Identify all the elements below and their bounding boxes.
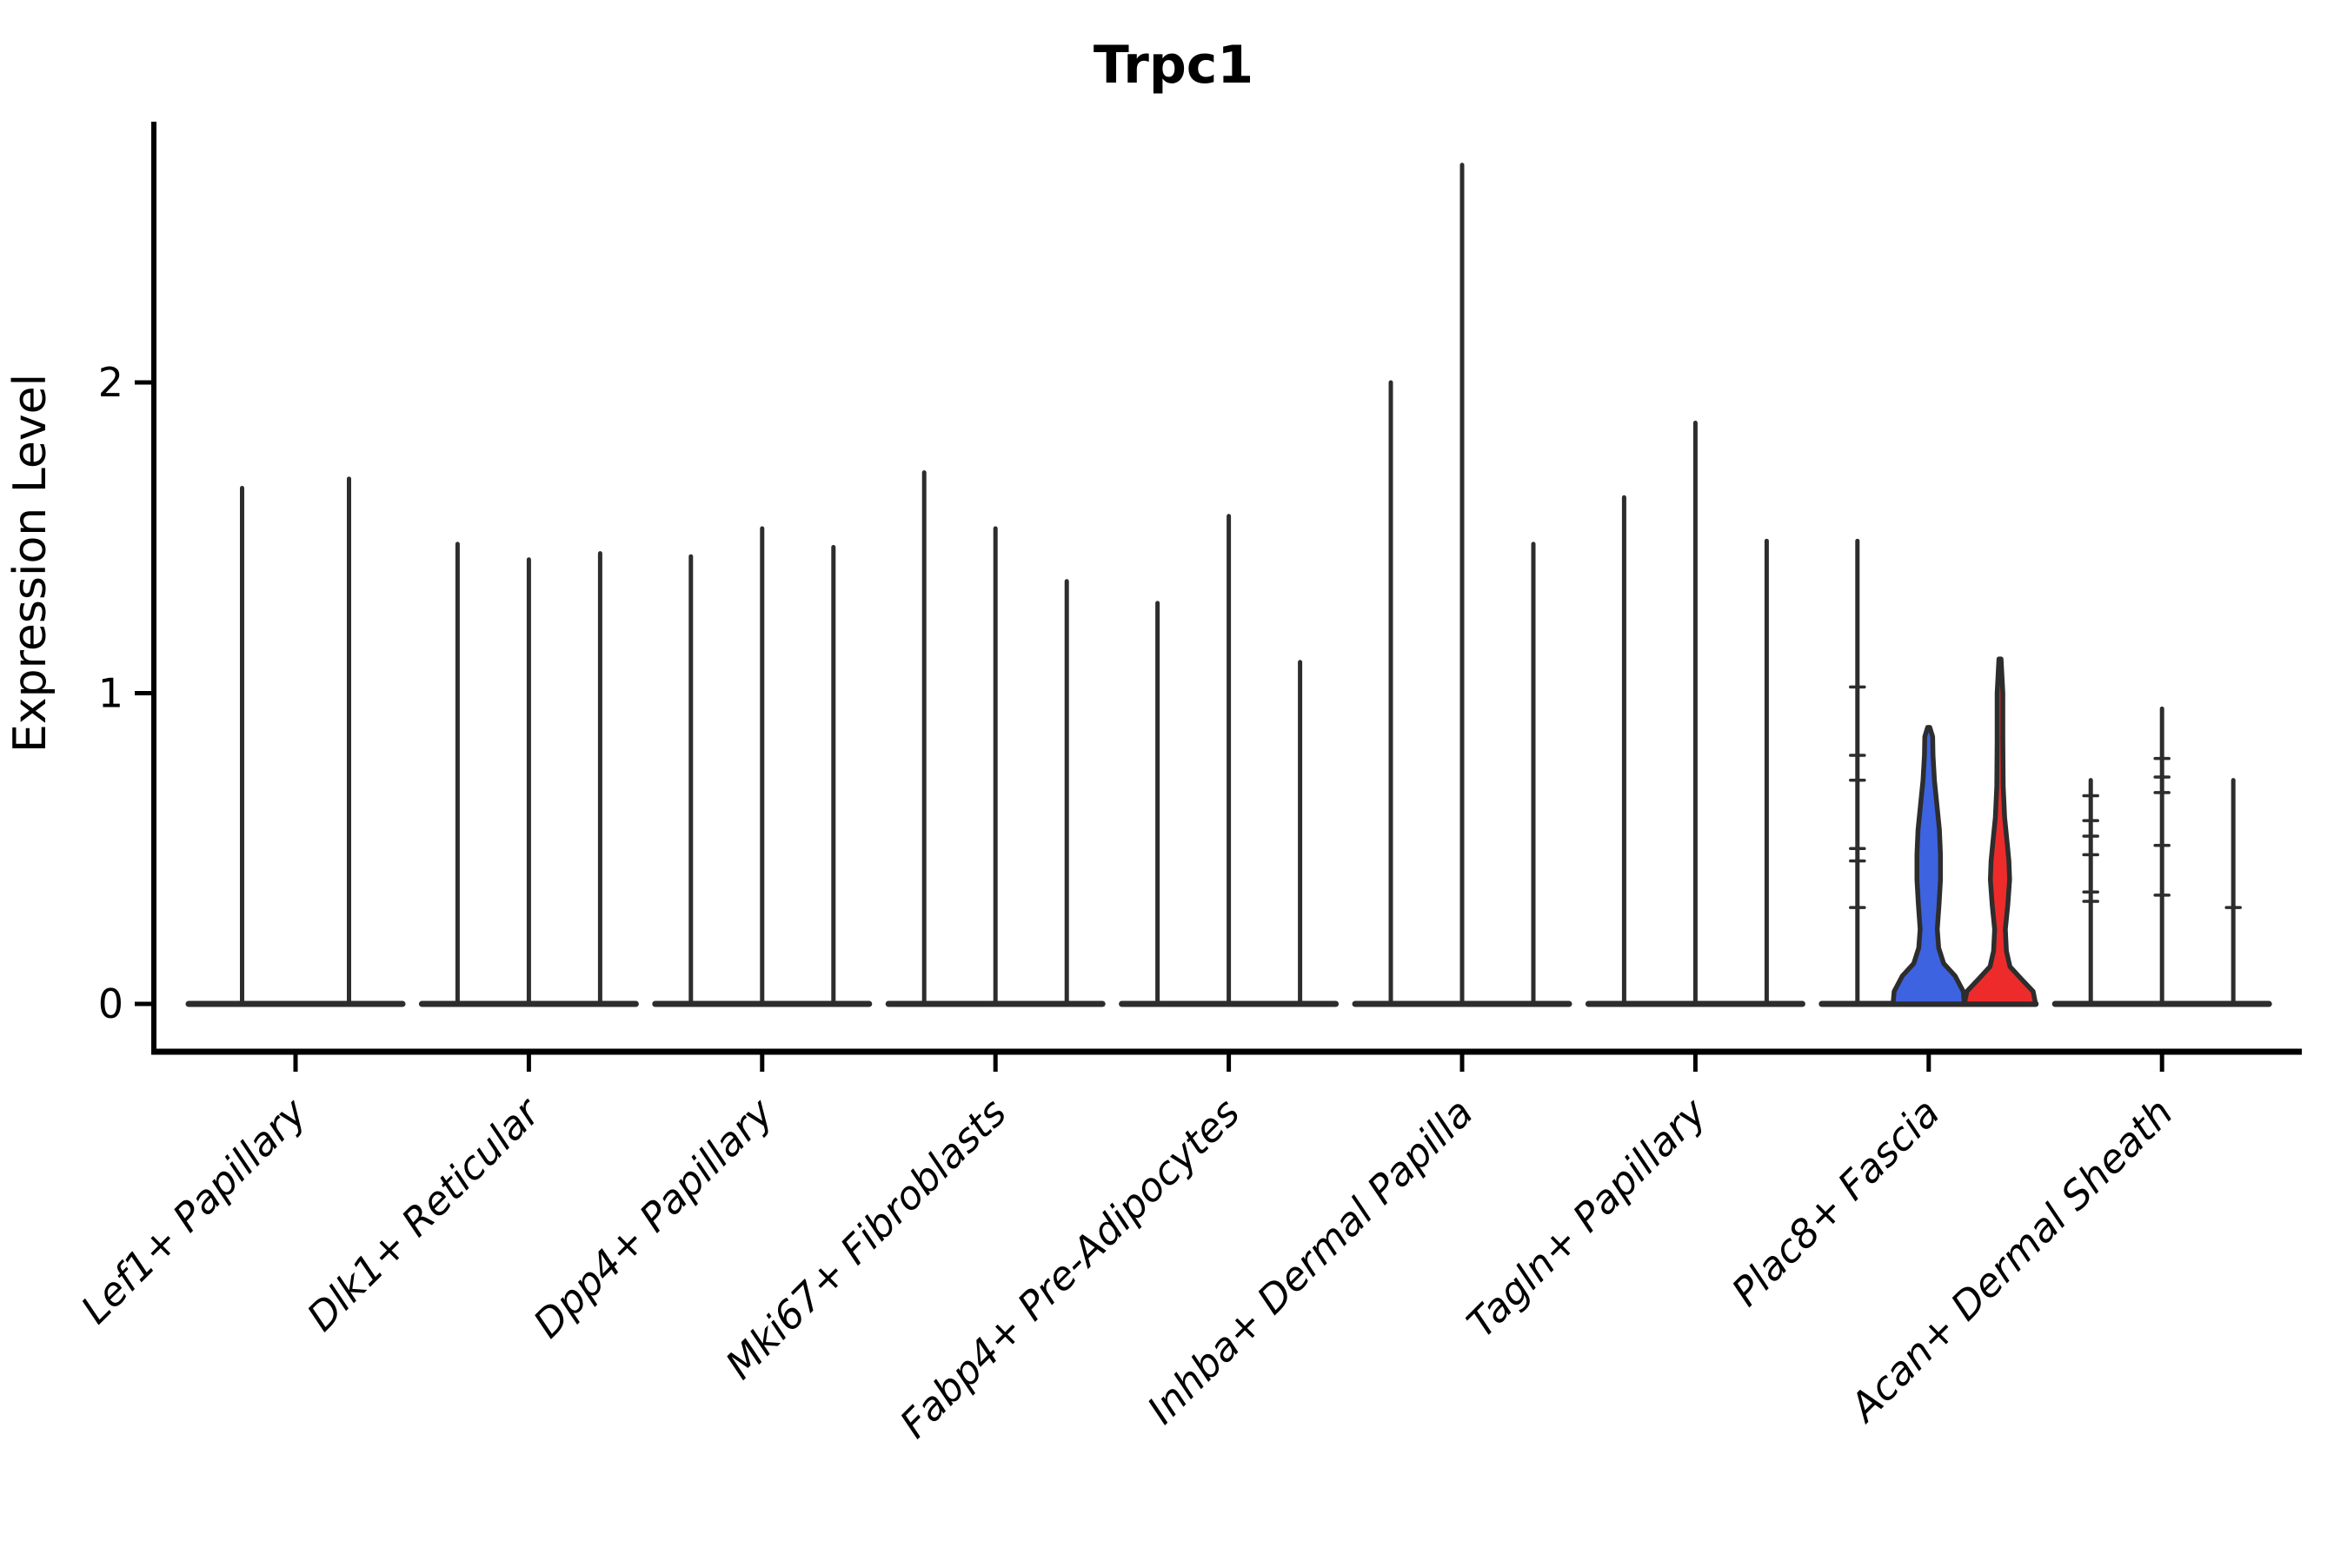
violin-group [418,541,639,1007]
y-tick-label: 0 [98,980,123,1027]
x-tick-label: Plac8+ Fascia [1723,1089,1949,1315]
x-tick-label: Tagln+ Papillary [1458,1088,1716,1346]
x-tick-label: Lef1+ Papillary [72,1088,316,1332]
violin-group [1585,420,1805,1007]
violin-group [885,470,1106,1007]
axes: 0 1 2 [98,122,2302,1072]
y-tick-label: 1 [98,670,123,717]
violin-group [1119,514,1340,1007]
chart-title: Trpc1 [1094,35,1253,96]
x-tick-label: Dlk1+ Reticular [298,1088,550,1340]
violin-group [1818,538,2039,1007]
violin-group [1352,163,1572,1007]
violin-shape [1891,725,1967,1007]
y-tick-label: 2 [98,359,123,406]
violins [185,163,2272,1007]
x-tick-label: Dpp4+ Papillary [524,1088,782,1346]
violin-group [185,476,406,1007]
violin-shape [1962,656,2038,1007]
violin-group [652,526,873,1007]
y-axis-label: Expression Level [4,374,57,753]
violin-group [2051,706,2272,1007]
